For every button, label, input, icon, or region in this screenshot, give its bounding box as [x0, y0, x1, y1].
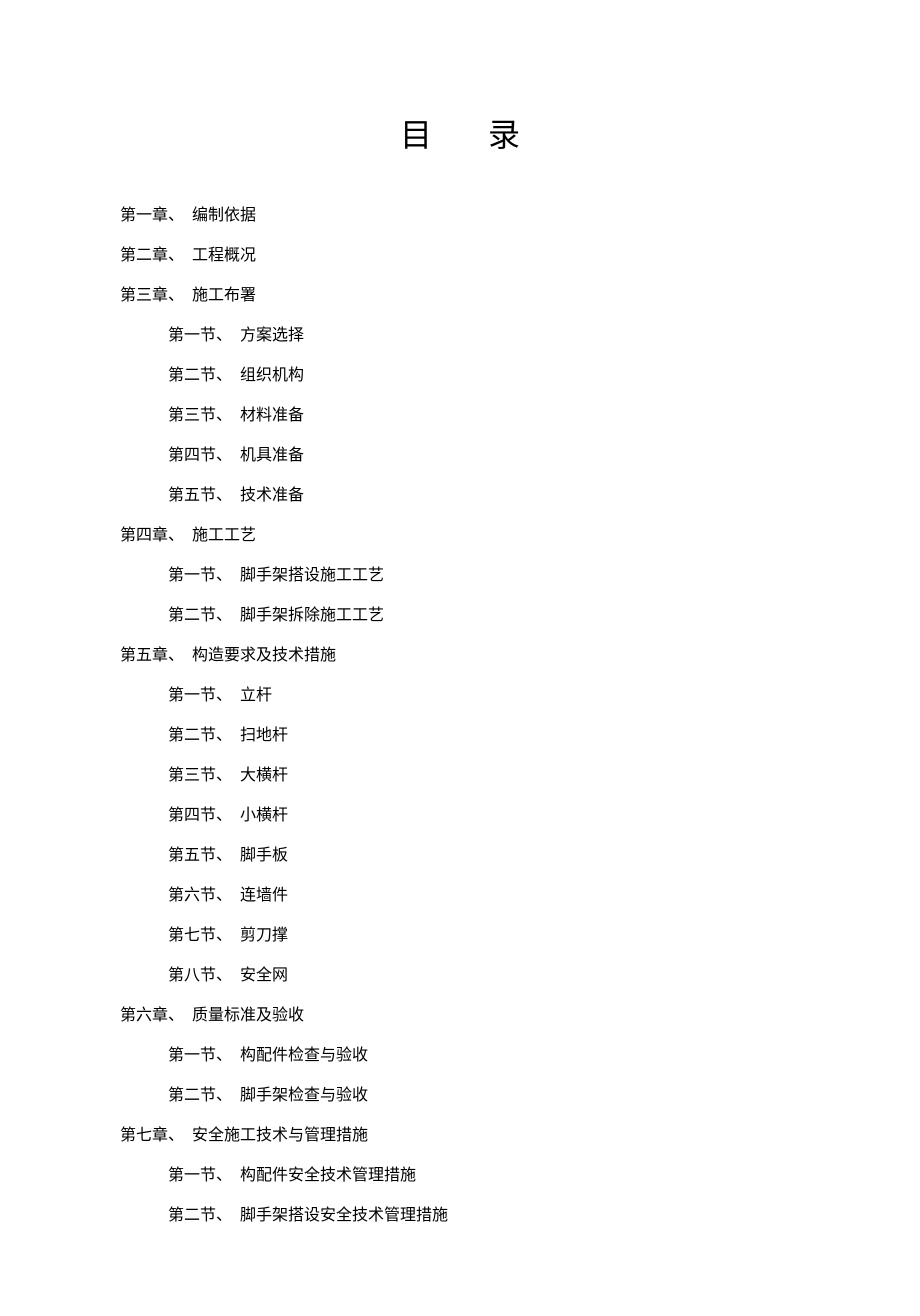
item-prefix: 第五章、 — [120, 636, 184, 676]
toc-section-item: 第二节、扫地杆 — [120, 716, 800, 756]
item-prefix: 第一章、 — [120, 196, 184, 236]
toc-chapter-item: 第七章、安全施工技术与管理措施 — [120, 1116, 800, 1156]
toc-chapter-item: 第三章、施工布署 — [120, 276, 800, 316]
item-title: 脚手架搭设施工工艺 — [240, 556, 384, 596]
item-title: 脚手架搭设安全技术管理措施 — [240, 1196, 448, 1236]
item-title: 剪刀撑 — [240, 916, 288, 956]
toc-chapter-item: 第一章、编制依据 — [120, 196, 800, 236]
toc-section-item: 第二节、脚手架搭设安全技术管理措施 — [120, 1196, 800, 1236]
item-prefix: 第二节、 — [168, 1196, 232, 1236]
document-title: 目 录 — [120, 110, 800, 156]
toc-section-item: 第二节、组织机构 — [120, 356, 800, 396]
item-prefix: 第四章、 — [120, 516, 184, 556]
toc-chapter-item: 第二章、工程概况 — [120, 236, 800, 276]
item-prefix: 第一节、 — [168, 316, 232, 356]
toc-chapter-item: 第六章、质量标准及验收 — [120, 996, 800, 1036]
item-prefix: 第四节、 — [168, 436, 232, 476]
toc-section-item: 第八节、安全网 — [120, 956, 800, 996]
toc-section-item: 第三节、材料准备 — [120, 396, 800, 436]
item-prefix: 第八节、 — [168, 956, 232, 996]
item-title: 施工布署 — [192, 276, 256, 316]
item-prefix: 第二节、 — [168, 716, 232, 756]
toc-section-item: 第七节、剪刀撑 — [120, 916, 800, 956]
item-prefix: 第七节、 — [168, 916, 232, 956]
item-title: 编制依据 — [192, 196, 256, 236]
item-prefix: 第二章、 — [120, 236, 184, 276]
toc-section-item: 第四节、机具准备 — [120, 436, 800, 476]
toc-section-item: 第二节、脚手架检查与验收 — [120, 1076, 800, 1116]
item-prefix: 第七章、 — [120, 1116, 184, 1156]
toc-section-item: 第一节、脚手架搭设施工工艺 — [120, 556, 800, 596]
item-title: 机具准备 — [240, 436, 304, 476]
item-title: 立杆 — [240, 676, 272, 716]
item-prefix: 第三节、 — [168, 756, 232, 796]
item-title: 组织机构 — [240, 356, 304, 396]
toc-list: 第一章、编制依据 第二章、工程概况 第三章、施工布署 第一节、方案选择 第二节、… — [120, 196, 800, 1236]
item-prefix: 第五节、 — [168, 476, 232, 516]
item-title: 构造要求及技术措施 — [192, 636, 336, 676]
item-title: 安全网 — [240, 956, 288, 996]
item-title: 连墙件 — [240, 876, 288, 916]
toc-section-item: 第一节、构配件安全技术管理措施 — [120, 1156, 800, 1196]
toc-section-item: 第二节、脚手架拆除施工工艺 — [120, 596, 800, 636]
item-prefix: 第三章、 — [120, 276, 184, 316]
item-title: 工程概况 — [192, 236, 256, 276]
item-title: 脚手板 — [240, 836, 288, 876]
item-title: 脚手架检查与验收 — [240, 1076, 368, 1116]
toc-chapter-item: 第五章、构造要求及技术措施 — [120, 636, 800, 676]
item-prefix: 第一节、 — [168, 556, 232, 596]
toc-section-item: 第五节、技术准备 — [120, 476, 800, 516]
item-title: 构配件安全技术管理措施 — [240, 1156, 416, 1196]
item-title: 小横杆 — [240, 796, 288, 836]
item-prefix: 第一节、 — [168, 676, 232, 716]
item-title: 扫地杆 — [240, 716, 288, 756]
item-title: 技术准备 — [240, 476, 304, 516]
toc-section-item: 第四节、小横杆 — [120, 796, 800, 836]
toc-section-item: 第三节、大横杆 — [120, 756, 800, 796]
item-prefix: 第二节、 — [168, 356, 232, 396]
item-prefix: 第六节、 — [168, 876, 232, 916]
item-title: 施工工艺 — [192, 516, 256, 556]
item-title: 材料准备 — [240, 396, 304, 436]
toc-section-item: 第一节、方案选择 — [120, 316, 800, 356]
toc-section-item: 第一节、构配件检查与验收 — [120, 1036, 800, 1076]
toc-section-item: 第五节、脚手板 — [120, 836, 800, 876]
item-title: 脚手架拆除施工工艺 — [240, 596, 384, 636]
toc-section-item: 第一节、立杆 — [120, 676, 800, 716]
toc-chapter-item: 第四章、施工工艺 — [120, 516, 800, 556]
item-prefix: 第六章、 — [120, 996, 184, 1036]
item-prefix: 第一节、 — [168, 1156, 232, 1196]
item-title: 安全施工技术与管理措施 — [192, 1116, 368, 1156]
item-prefix: 第二节、 — [168, 596, 232, 636]
item-prefix: 第五节、 — [168, 836, 232, 876]
item-title: 方案选择 — [240, 316, 304, 356]
item-title: 质量标准及验收 — [192, 996, 304, 1036]
toc-section-item: 第六节、连墙件 — [120, 876, 800, 916]
item-prefix: 第三节、 — [168, 396, 232, 436]
item-prefix: 第一节、 — [168, 1036, 232, 1076]
item-title: 构配件检查与验收 — [240, 1036, 368, 1076]
item-prefix: 第四节、 — [168, 796, 232, 836]
item-prefix: 第二节、 — [168, 1076, 232, 1116]
item-title: 大横杆 — [240, 756, 288, 796]
